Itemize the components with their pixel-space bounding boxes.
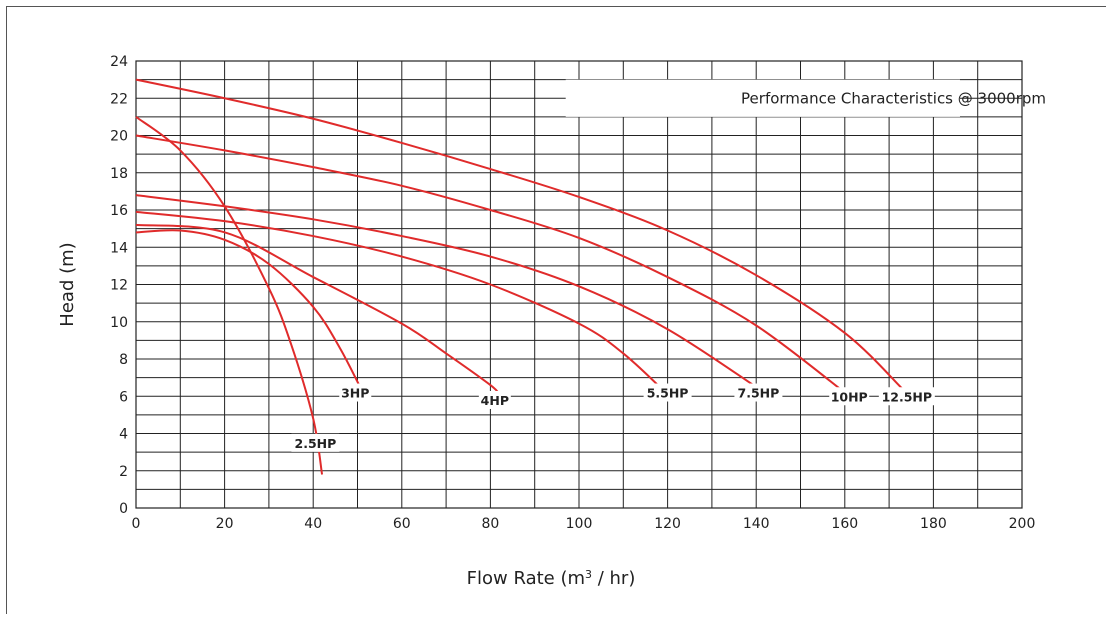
title-box <box>565 79 960 117</box>
curve-label: 7.5HP <box>738 386 780 401</box>
y-tick-label: 20 <box>110 129 128 145</box>
x-tick-label: 100 <box>566 516 593 532</box>
curve-label: 3HP <box>341 386 369 401</box>
pump-performance-chart: 0 20 40 60 80 100 120 140 160 180 2000246810121416… <box>57 54 1046 590</box>
x-tick-label: 180 <box>920 516 947 532</box>
y-tick-label: 8 <box>119 352 128 368</box>
y-tick-label: 22 <box>110 91 128 107</box>
chart-frame: 0 20 40 60 80 100 120 140 160 180 200 0 2 4 6 8 10 12 14 16… <box>6 6 1106 614</box>
series-line-4hp <box>135 223 501 396</box>
series-line-2-5hp <box>135 116 324 475</box>
chart-annotation: Performance Characteristics @ 3000rpm <box>565 79 1046 117</box>
y-tick-label: 24 <box>110 54 128 70</box>
chart-series <box>135 78 904 475</box>
chart-title: Performance Characteristics @ 3000rpm <box>741 89 1046 107</box>
x-tick-label: 40 <box>304 516 322 532</box>
y-tick-label: 6 <box>119 389 128 405</box>
series-line-12-5hp <box>135 78 904 390</box>
series-line-10hp <box>135 134 846 394</box>
curve-label-bg <box>339 383 372 402</box>
y-axis-label: Head (m) <box>57 242 78 326</box>
series-line-7-5hp <box>135 194 757 388</box>
curve-label-bg <box>734 383 783 402</box>
curve-label: 2.5HP <box>295 436 337 451</box>
x-tick-label: 140 <box>743 516 770 532</box>
series-line-5-5hp <box>135 210 669 396</box>
y-tick-label: 2 <box>119 464 128 480</box>
chart-grid <box>135 60 1023 509</box>
x-tick-label: 160 <box>831 516 858 532</box>
curve-label-bg <box>291 433 340 452</box>
series-line-3hp <box>135 229 363 392</box>
y-tick-label: 12 <box>110 278 128 294</box>
curve-label: 5.5HP <box>647 386 689 401</box>
x-tick-label: 200 <box>1009 516 1036 532</box>
curve-labels: 2.5HP 3HP 4HP 5.5HP 7.5HP 10HP 12.5HP <box>291 383 935 452</box>
x-axis-label: Flow Rate (m3 / hr) <box>467 568 636 590</box>
y-tick-label: 18 <box>110 166 128 182</box>
y-tick-label: 0 <box>119 501 128 517</box>
x-tick-label: 0 <box>132 516 141 532</box>
x-tick-label: 80 <box>481 516 499 532</box>
x-tick-label: 20 <box>216 516 234 532</box>
curve-label: 10HP <box>831 389 868 404</box>
curve-label-bg <box>643 383 692 402</box>
curve-label: 4HP <box>481 393 509 408</box>
chart-ticks: 0 20 40 60 80 100 120 140 160 180 2000246810121416… <box>110 54 1035 532</box>
curve-label-bg <box>829 387 870 406</box>
curve-label-bg <box>878 387 935 406</box>
curve-label-bg <box>478 390 511 409</box>
y-tick-label: 10 <box>110 315 128 331</box>
y-tick-label: 4 <box>119 427 128 443</box>
y-tick-label: 14 <box>110 240 128 256</box>
curve-label: 12.5HP <box>882 389 932 404</box>
x-tick-label: 120 <box>654 516 681 532</box>
plot-border <box>135 60 1023 509</box>
x-tick-label: 60 <box>393 516 411 532</box>
y-tick-label: 16 <box>110 203 128 219</box>
